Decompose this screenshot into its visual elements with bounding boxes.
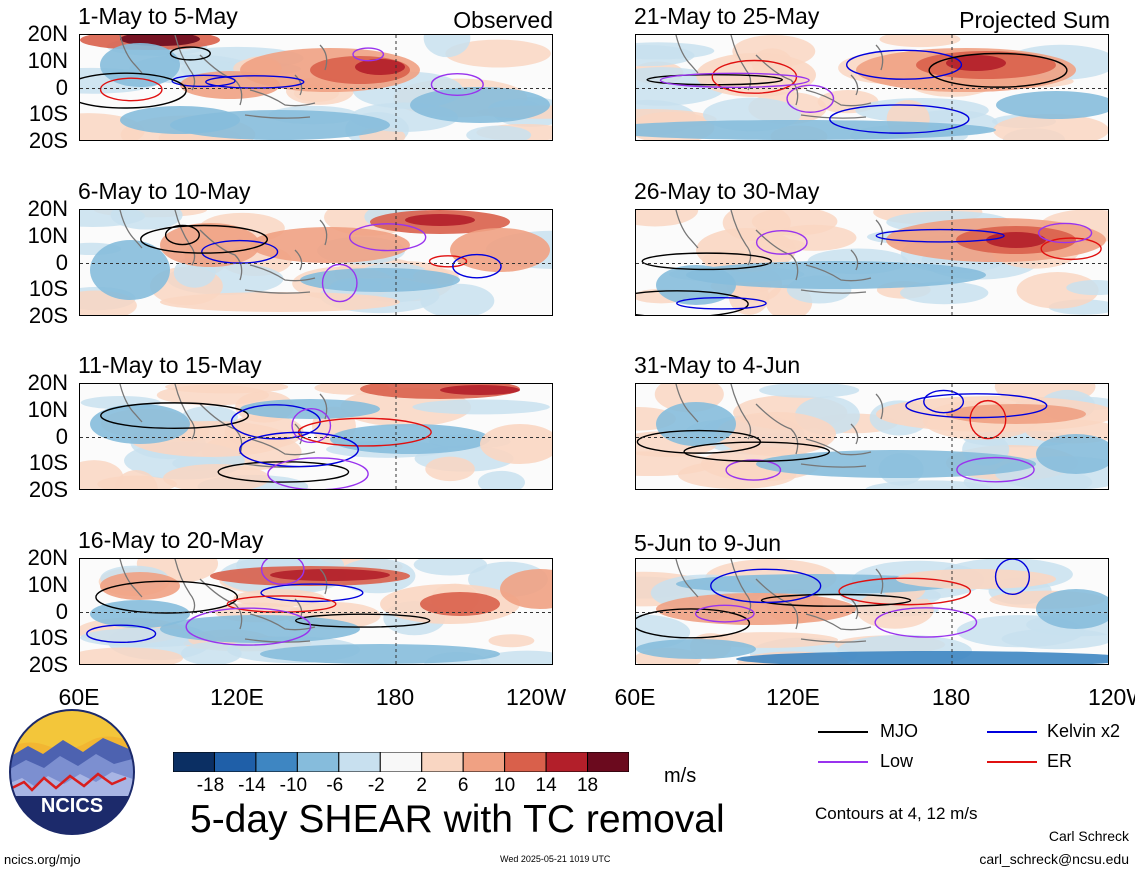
shear-map (79, 34, 553, 141)
author: Carl Schreck (1048, 828, 1129, 844)
panel-title: 31-May to 4-Jun (634, 352, 801, 378)
shear-map (635, 34, 1109, 141)
colorbar-label: 6 (457, 775, 469, 796)
colorbar-swatch (338, 751, 381, 773)
shear-map (79, 383, 553, 490)
y-tick-label: 10N (27, 47, 68, 73)
shear-map (635, 383, 1109, 490)
logo-text: NCICS (41, 795, 103, 817)
shear-map (635, 558, 1109, 665)
y-tick-label: 20S (28, 128, 68, 153)
colorbar-swatch (379, 751, 423, 773)
timestamp: Wed 2025-05-21 1019 UTC (500, 854, 611, 864)
shear-field (636, 35, 1108, 140)
x-tick-180: 180 (375, 684, 415, 710)
panel-title: 5-Jun to 9-Jun (634, 530, 782, 556)
shear-field (80, 559, 552, 664)
y-tick-label: 0 (55, 249, 68, 275)
x-tick-60e-right: 60E (614, 684, 656, 710)
x-tick-120w: 120W (505, 684, 567, 710)
colorbar-label: -18 (196, 775, 225, 796)
legend-label-er: ER (1047, 751, 1073, 771)
y-tick-label: 10S (28, 276, 68, 302)
colorbar-label: 14 (535, 775, 557, 796)
panel-title: 21-May to 25-May (634, 3, 820, 29)
contour-note: Contours at 4, 12 m/s (815, 804, 978, 823)
legend-swatch-kelvin (987, 731, 1037, 733)
shear-field (80, 210, 552, 315)
x-tick-60e: 60E (58, 684, 100, 710)
y-tick-label: 20N (27, 196, 68, 221)
panel-tag-projected: Projected Sum (959, 7, 1110, 33)
panel-title: 16-May to 20-May (78, 527, 264, 553)
shear-field (80, 384, 552, 489)
source-url: ncics.org/mjo (4, 852, 81, 867)
shear-field (636, 384, 1108, 489)
colorbar-swatch (462, 751, 506, 773)
colorbar-swatch (421, 751, 464, 773)
y-tick-label: 20S (28, 303, 68, 328)
legend-swatch-low (818, 761, 868, 763)
colorbar (172, 751, 630, 777)
y-tick-label: 20N (27, 545, 68, 570)
figure-title: 5-day SHEAR with TC removal (190, 798, 725, 841)
shear-field (80, 35, 552, 140)
panel-title: 1-May to 5-May (78, 3, 238, 29)
author-email: carl_schreck@ncsu.edu (979, 851, 1129, 867)
colorbar-swatch (296, 751, 340, 773)
panel-tag-observed: Observed (453, 7, 553, 33)
colorbar-label: -6 (326, 775, 344, 796)
legend-swatch-er (987, 761, 1037, 763)
ncics-logo: NCICS (8, 708, 136, 836)
x-tick-180-right: 180 (931, 684, 971, 710)
x-tick-120w-right: 120W (1087, 684, 1135, 710)
y-tick-label: 20N (27, 370, 68, 395)
shear-map (635, 209, 1109, 316)
y-tick-label: 20N (27, 21, 68, 46)
shear-field (636, 559, 1108, 664)
colorbar-label: -14 (238, 775, 266, 796)
y-tick-label: 10N (27, 396, 68, 422)
x-tick-120e: 120E (210, 684, 264, 710)
y-tick-label: 0 (55, 423, 68, 449)
legend-label-low: Low (880, 751, 914, 771)
shear-field (636, 210, 1108, 315)
y-tick-label: 10N (27, 571, 68, 597)
y-tick-label: 20S (28, 652, 68, 677)
colorbar-label: -10 (279, 775, 308, 796)
x-tick-120e-right: 120E (766, 684, 820, 710)
colorbar-swatches (172, 751, 630, 773)
colorbar-label: 10 (494, 775, 516, 796)
y-tick-label: 10N (27, 222, 68, 248)
colorbar-swatch (587, 751, 630, 773)
y-tick-label: 10S (28, 625, 68, 651)
colorbar-label: 2 (416, 775, 428, 796)
panel-title: 26-May to 30-May (634, 178, 820, 204)
panel-title: 6-May to 10-May (78, 178, 251, 204)
shear-map (79, 558, 553, 665)
legend-swatch-mjo (818, 731, 868, 733)
legend-label-kelvin: Kelvin x2 (1047, 721, 1121, 741)
colorbar-swatch (213, 751, 257, 773)
colorbar-label: -2 (367, 775, 385, 796)
colorbar-swatch (545, 751, 589, 773)
y-tick-label: 10S (28, 101, 68, 127)
y-tick-label: 0 (55, 74, 68, 100)
colorbar-label: 18 (576, 775, 599, 796)
y-tick-label: 20S (28, 477, 68, 502)
colorbar-swatch (504, 751, 547, 773)
colorbar-swatch (255, 751, 298, 773)
shear-map (79, 209, 553, 316)
legend-label-mjo: MJO (880, 721, 918, 741)
colorbar-swatch (172, 751, 215, 773)
units-label: m/s (664, 765, 697, 787)
y-tick-label: 0 (55, 598, 68, 624)
y-tick-label: 10S (28, 450, 68, 476)
panel-title: 11-May to 15-May (78, 352, 262, 378)
